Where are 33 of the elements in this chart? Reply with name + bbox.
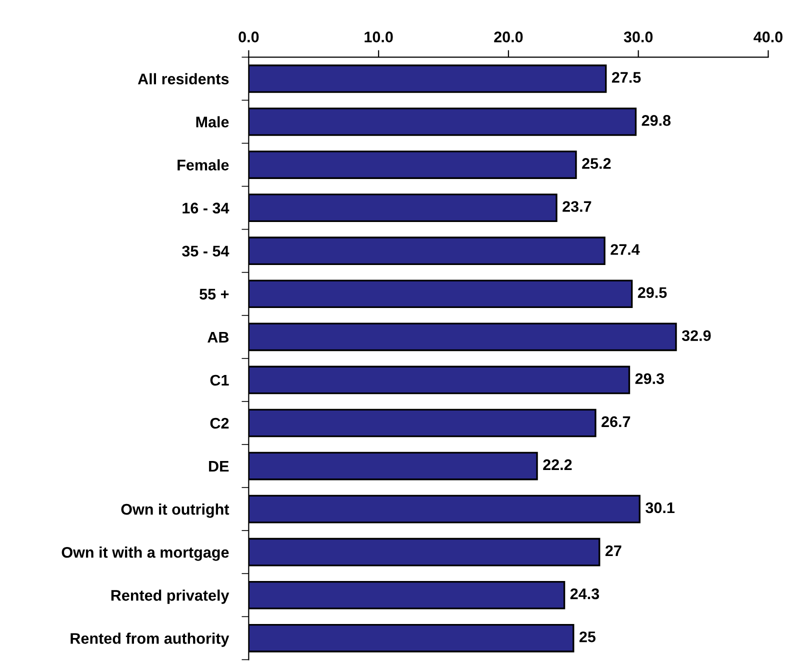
y-tick-label: Own it outright: [121, 504, 230, 518]
data-label: 30.1: [646, 502, 675, 514]
y-tick-label: 35 - 54: [182, 246, 230, 257]
data-label: 26.7: [602, 416, 630, 428]
data-label: 27.4: [610, 244, 640, 255]
y-tick-label: DE: [209, 461, 229, 472]
x-tick-label: 30.0: [624, 32, 653, 42]
x-tick-label: 20.0: [494, 32, 523, 42]
y-tick-label: C1: [210, 374, 229, 386]
data-label: 22.2: [543, 459, 572, 470]
y-tick-label: Male: [196, 116, 229, 128]
data-label: 29.8: [642, 115, 671, 126]
data-label: 27: [605, 545, 622, 556]
data-label: 25.2: [582, 158, 611, 169]
y-tick-label: AB: [208, 332, 229, 342]
y-tick-label: Rented from authority: [70, 632, 230, 647]
x-tick-label: 0.0: [238, 32, 259, 42]
y-tick-label: Own it with a mortgage: [62, 546, 229, 561]
y-tick-label: 55 +: [200, 288, 229, 300]
data-label: 24.3: [570, 588, 600, 600]
y-tick-label: All residents: [138, 73, 229, 84]
y-tick-label: 16 - 34: [182, 202, 230, 214]
x-tick-label: 10.0: [364, 32, 393, 42]
y-tick-label: C2: [210, 418, 229, 429]
y-tick-label: Rented privately: [111, 590, 230, 604]
x-tick-label: 40.0: [754, 32, 782, 42]
data-label: 27.5: [612, 72, 641, 83]
data-label: 29.3: [635, 373, 664, 384]
data-label: 29.5: [638, 287, 667, 298]
data-label: 25: [579, 631, 596, 642]
y-tick-label: Female: [178, 159, 229, 170]
data-label: 32.9: [682, 330, 711, 342]
data-label: 23.7: [562, 201, 592, 212]
